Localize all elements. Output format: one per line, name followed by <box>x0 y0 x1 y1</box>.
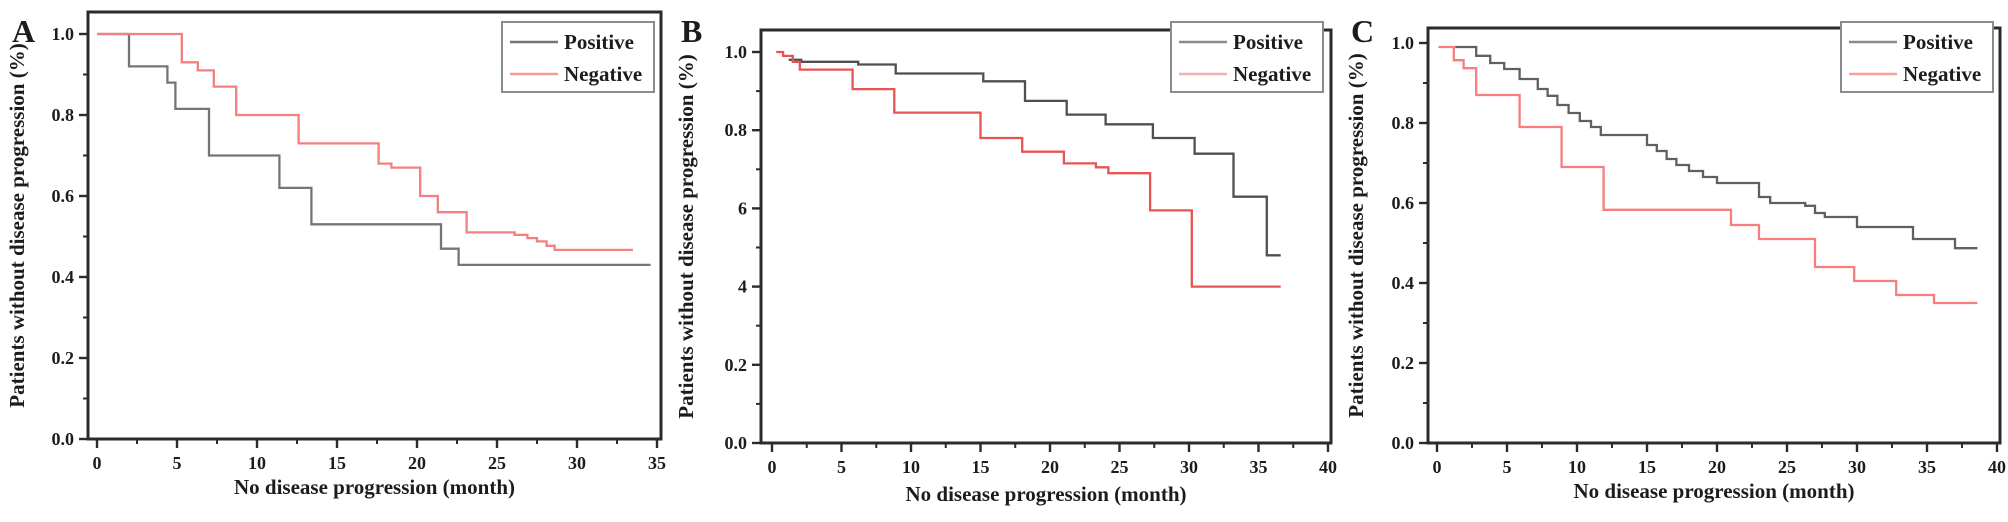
legend-label-negative: Negative <box>1903 62 1981 86</box>
x-axis-title: No disease progression (month) <box>1574 479 1855 503</box>
y-tick-label: 0.2 <box>725 355 748 375</box>
x-tick-label: 25 <box>1111 457 1129 477</box>
plot-frame <box>759 28 1333 445</box>
x-tick-label: 15 <box>1638 457 1656 477</box>
panel-C: 0 5 10 15 20 25 30 35 40 0.0 0.2 0.4 0.6 0.8 1.0 No dis… <box>1339 0 2008 522</box>
x-tick-label: 30 <box>568 453 586 473</box>
y-tick-label: 6 <box>738 198 747 218</box>
panel-C-chart: 0 5 10 15 20 25 30 35 40 0.0 0.2 0.4 0.6 0.8 1.0 No dis… <box>1344 13 2006 503</box>
legend-label-positive: Positive <box>1233 30 1303 54</box>
y-axis-title: Patients without disease progression (%) <box>1344 53 1368 417</box>
panel-letter: A <box>12 13 35 49</box>
x-tick-label: 15 <box>328 453 346 473</box>
y-tick-label: 1.0 <box>725 42 748 62</box>
panel-B-chart: 0 5 10 15 20 25 30 35 40 0.0 0.2 4 6 0.8 1.0 No disease… <box>674 13 1337 506</box>
positive-curve <box>97 32 651 267</box>
negative-curve <box>1438 45 1978 305</box>
y-tick-label: 0.2 <box>1392 353 1415 373</box>
y-tick-label: 0.8 <box>52 105 75 125</box>
x-axis-title: No disease progression (month) <box>906 482 1187 506</box>
x-tick-label: 30 <box>1180 457 1198 477</box>
y-tick-label: 4 <box>738 277 747 297</box>
x-tick-label: 30 <box>1848 457 1866 477</box>
x-tick-label: 10 <box>1568 457 1586 477</box>
legend-label-negative: Negative <box>564 62 642 86</box>
y-axis-title: Patients without disease progression (%) <box>674 54 698 418</box>
legend-label-negative: Negative <box>1233 62 1311 86</box>
x-tick-label: 40 <box>1988 457 2006 477</box>
x-tick-label: 0 <box>93 453 102 473</box>
x-tick-label: 10 <box>248 453 266 473</box>
y-tick-label: 0.4 <box>1392 273 1415 293</box>
x-tick-label: 0 <box>1433 457 1442 477</box>
x-axis-title: No disease progression (month) <box>234 475 515 499</box>
plot-frame <box>86 10 663 441</box>
y-tick-label: 0.2 <box>52 348 75 368</box>
x-tick-label: 25 <box>488 453 506 473</box>
x-tick-label: 35 <box>648 453 666 473</box>
legend-box <box>1170 21 1324 93</box>
panel-letter: B <box>681 13 702 49</box>
negative-curve <box>776 50 1281 288</box>
y-axis-title: Patients without disease progression (%) <box>5 43 29 407</box>
plot-frame <box>1426 26 2002 445</box>
y-tick-label: 1.0 <box>52 24 75 44</box>
panel-A: 0 5 10 15 20 25 30 35 0.0 0.2 0.4 0.6 0.8 1.0 No disea… <box>0 0 669 522</box>
panel-A-chart: 0 5 10 15 20 25 30 35 0.0 0.2 0.4 0.6 0.8 1.0 No disea… <box>5 10 666 499</box>
y-tick-label: 0.6 <box>52 186 75 206</box>
x-tick-label: 5 <box>837 457 846 477</box>
x-tick-label: 20 <box>408 453 426 473</box>
panel-letter: C <box>1351 13 1374 49</box>
x-tick-label: 5 <box>1503 457 1512 477</box>
y-tick-label: 0.8 <box>725 120 748 140</box>
x-tick-label: 10 <box>902 457 920 477</box>
y-tick-label: 0.4 <box>52 267 75 287</box>
positive-curve <box>1455 45 1978 250</box>
legend-box <box>1840 21 1994 93</box>
x-tick-label: 5 <box>173 453 182 473</box>
y-tick-label: 0.6 <box>1392 193 1415 213</box>
x-tick-label: 20 <box>1708 457 1726 477</box>
negative-curve <box>97 32 633 252</box>
panel-B: 0 5 10 15 20 25 30 35 40 0.0 0.2 4 6 0.8 1.0 No disease… <box>669 0 1339 522</box>
legend-label-positive: Positive <box>1903 30 1973 54</box>
x-tick-label: 20 <box>1041 457 1059 477</box>
y-tick-label: 0.0 <box>1392 433 1415 453</box>
y-tick-label: 0.8 <box>1392 113 1415 133</box>
x-tick-label: 40 <box>1319 457 1337 477</box>
positive-curve <box>788 58 1281 257</box>
x-tick-label: 25 <box>1778 457 1796 477</box>
y-tick-label: 0.0 <box>725 433 748 453</box>
y-tick-label: 1.0 <box>1392 33 1415 53</box>
x-tick-label: 0 <box>768 457 777 477</box>
x-tick-label: 35 <box>1918 457 1936 477</box>
legend-box <box>501 21 655 93</box>
x-tick-label: 15 <box>972 457 990 477</box>
x-tick-label: 35 <box>1250 457 1268 477</box>
y-tick-label: 0.0 <box>52 429 75 449</box>
legend-label-positive: Positive <box>564 30 634 54</box>
